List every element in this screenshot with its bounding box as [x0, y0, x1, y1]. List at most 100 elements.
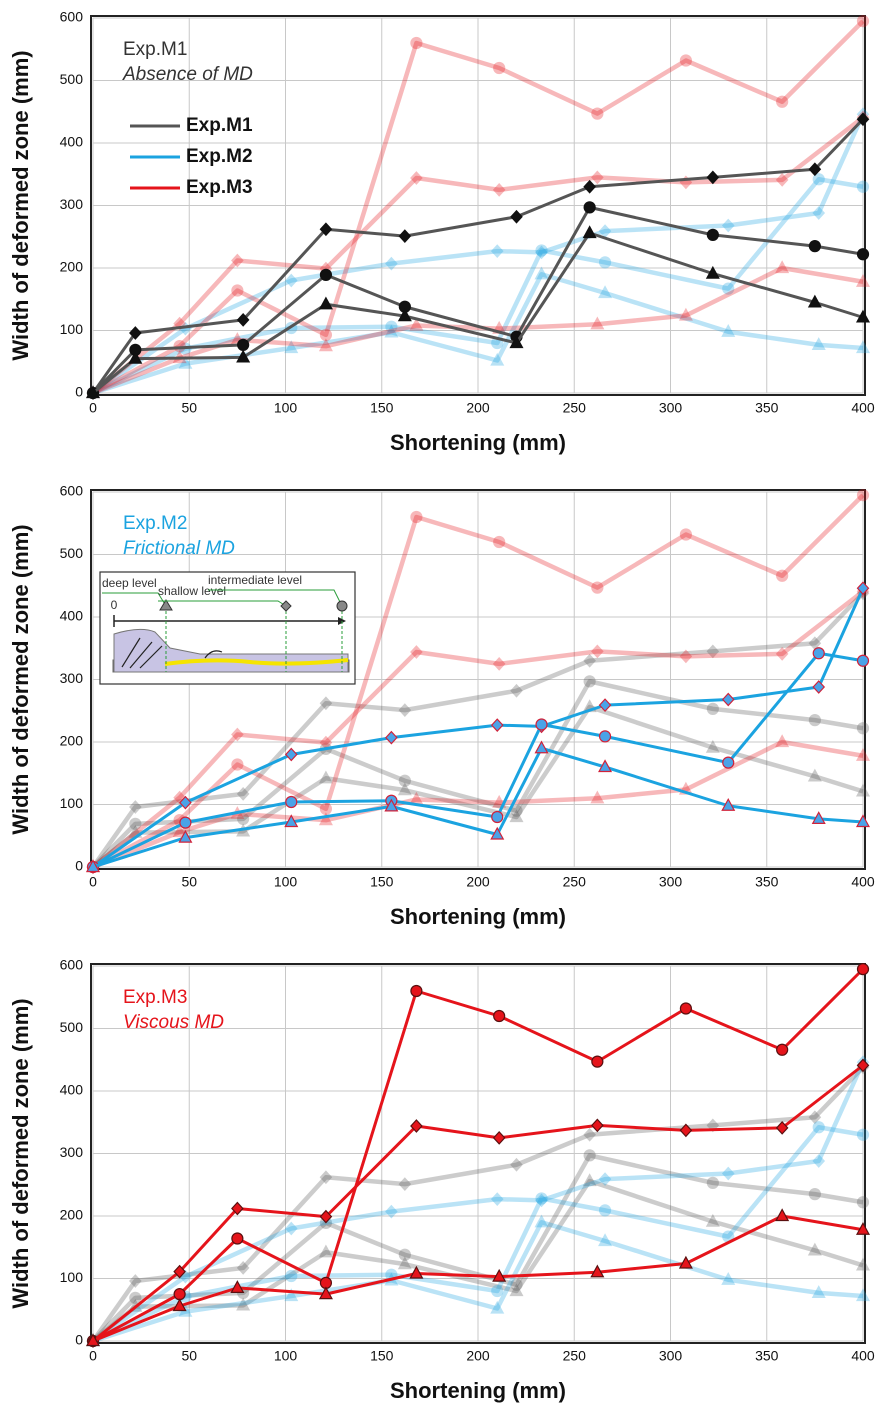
marker-circle — [180, 817, 191, 828]
y-tick-label: 500 — [60, 1019, 84, 1035]
x-tick-label: 150 — [370, 400, 394, 416]
marker-circle — [600, 1205, 611, 1216]
x-tick-label: 250 — [563, 874, 587, 890]
marker-circle — [707, 1177, 718, 1188]
x-tick-label: 150 — [370, 874, 394, 890]
y-tick-label: 0 — [75, 384, 83, 400]
y-tick-label: 400 — [60, 608, 84, 624]
x-tick-label: 50 — [181, 1348, 197, 1364]
x-axis-label: Shortening (mm) — [390, 1378, 566, 1403]
x-tick-label: 350 — [755, 874, 779, 890]
marker-circle — [174, 341, 185, 352]
marker-circle — [777, 1044, 788, 1055]
y-tick-label: 500 — [60, 545, 84, 561]
marker-diamond — [399, 1178, 410, 1190]
marker-circle — [809, 715, 820, 726]
panel-label: Exp.M2 — [123, 513, 187, 534]
y-tick-label: 0 — [75, 858, 83, 874]
y-tick-label: 100 — [60, 1269, 84, 1285]
marker-circle — [411, 986, 422, 997]
marker-diamond — [399, 230, 410, 242]
marker-circle — [858, 655, 869, 666]
marker-circle — [536, 1193, 547, 1204]
y-tick-label: 500 — [60, 71, 84, 87]
page: {"chart_data": {"type": "line", "x_label… — [0, 0, 878, 1407]
x-tick-label: 150 — [370, 1348, 394, 1364]
y-tick-label: 0 — [75, 1332, 83, 1348]
marker-diamond — [723, 694, 734, 706]
figure: 0501001502002503003504000100200300400500… — [0, 0, 878, 1407]
marker-circle — [723, 757, 734, 768]
marker-circle — [813, 648, 824, 659]
marker-circle — [238, 339, 249, 350]
panel-label: Exp.M3 — [123, 987, 187, 1008]
marker-circle — [777, 96, 788, 107]
x-tick-label: 350 — [755, 1348, 779, 1364]
marker-circle — [584, 202, 595, 213]
marker-diamond — [584, 181, 595, 193]
marker-diamond — [511, 211, 522, 223]
marker-diamond — [492, 1193, 503, 1205]
marker-circle — [584, 1150, 595, 1161]
panel-subtitle: Viscous MD — [123, 1012, 224, 1033]
panel-label: Exp.M1 — [123, 39, 187, 60]
marker-diamond — [494, 658, 505, 670]
y-tick-label: 200 — [60, 733, 84, 749]
x-tick-label: 350 — [755, 400, 779, 416]
marker-circle — [858, 1197, 869, 1208]
marker-circle — [286, 1271, 297, 1282]
marker-circle — [707, 703, 718, 714]
y-tick-label: 300 — [60, 670, 84, 686]
marker-circle — [858, 249, 869, 260]
y-tick-label: 300 — [60, 196, 84, 212]
marker-triangle — [536, 742, 548, 753]
marker-circle — [494, 1011, 505, 1022]
marker-circle — [232, 285, 243, 296]
marker-diamond — [494, 184, 505, 196]
x-tick-label: 50 — [181, 400, 197, 416]
y-tick-label: 600 — [60, 483, 84, 499]
marker-circle — [680, 529, 691, 540]
x-tick-label: 0 — [89, 400, 97, 416]
panel: 0501001502002503003504000100200300400500… — [8, 957, 875, 1403]
y-tick-label: 600 — [60, 9, 84, 25]
marker-diamond — [399, 704, 410, 716]
x-tick-label: 400 — [851, 874, 875, 890]
inset-icon — [337, 601, 347, 611]
marker-circle — [707, 229, 718, 240]
x-tick-label: 100 — [274, 400, 298, 416]
x-tick-label: 400 — [851, 1348, 875, 1364]
marker-circle — [536, 245, 547, 256]
x-tick-label: 100 — [274, 874, 298, 890]
marker-circle — [492, 1286, 503, 1297]
marker-circle — [600, 257, 611, 268]
x-tick-label: 100 — [274, 1348, 298, 1364]
x-tick-label: 300 — [659, 400, 683, 416]
marker-diamond — [723, 1168, 734, 1180]
x-tick-label: 0 — [89, 874, 97, 890]
marker-diamond — [592, 645, 603, 657]
marker-circle — [494, 63, 505, 74]
marker-circle — [411, 38, 422, 49]
marker-diamond — [494, 1132, 505, 1144]
panel-subtitle: Absence of MD — [122, 64, 253, 85]
x-tick-label: 200 — [466, 1348, 490, 1364]
marker-circle — [584, 676, 595, 687]
inset-level-label: intermediate level — [208, 573, 302, 587]
x-tick-label: 250 — [563, 1348, 587, 1364]
y-axis-label: Width of deformed zone (mm) — [8, 524, 33, 834]
y-tick-label: 400 — [60, 1082, 84, 1098]
marker-circle — [809, 1189, 820, 1200]
x-tick-label: 300 — [659, 874, 683, 890]
marker-circle — [858, 16, 869, 27]
marker-circle — [494, 537, 505, 548]
marker-circle — [858, 723, 869, 734]
x-tick-label: 200 — [466, 400, 490, 416]
x-tick-label: 400 — [851, 400, 875, 416]
inset-level-label: deep level — [102, 576, 157, 590]
y-axis-label: Width of deformed zone (mm) — [8, 998, 33, 1308]
marker-diamond — [592, 1119, 603, 1131]
marker-diamond — [511, 1159, 522, 1171]
marker-diamond — [723, 220, 734, 232]
marker-diamond — [584, 655, 595, 667]
